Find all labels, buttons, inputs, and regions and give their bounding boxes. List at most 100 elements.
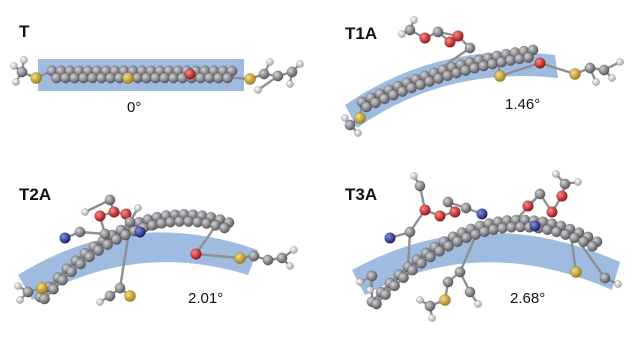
carbon-atom [66,267,76,277]
carbon-atom [210,220,220,230]
hydrogen-atom [266,58,273,65]
hydrogen-atom [552,170,559,177]
carbon-atom [407,265,417,275]
oxygen-atom [450,207,461,218]
carbon-atom [425,252,435,262]
hydrogen-atom [341,114,348,121]
oxygen-atom [109,207,120,218]
nitrogen-atom [135,227,146,238]
hydrogen-atom [410,16,417,23]
oxygen-atom [557,191,568,202]
oxygen-atom [95,211,106,222]
sulfur-atom [569,68,580,79]
oxygen-atom [185,69,196,80]
carbon-atom [263,255,273,265]
carbon-atom [57,275,67,285]
carbon-atom [93,245,103,255]
carbon-atom [542,224,552,234]
carbon-atom [102,239,112,249]
carbon-atom [75,227,85,237]
oxygen-atom [420,205,431,216]
sulfur-atom [234,252,245,263]
sulfur-atom [122,72,133,83]
carbon-atom [434,246,444,256]
hydrogen-atom [592,78,599,85]
sulfur-atom [30,72,41,83]
carbon-atom [273,71,283,81]
carbon-atom [443,277,453,287]
carbon-atom [478,61,488,71]
carbon-atom [75,259,85,269]
carbon-atom [259,69,269,79]
carbon-atom [469,63,479,73]
carbon-atom [380,289,390,299]
hydrogen-atom [574,178,581,185]
hydrogen-atom [14,282,21,289]
carbon-atom [398,273,408,283]
sulfur-atom [570,266,581,277]
hydrogen-atom [398,30,405,37]
angle-label-t3a: 2.68° [510,290,545,307]
carbon-atom [425,301,435,311]
carbon-atom [523,52,533,62]
panel-t3a [352,170,622,321]
carbon-atom [455,267,465,277]
hydrogen-atom [416,296,423,303]
carbon-atom [115,283,125,293]
oxygen-atom [435,211,446,222]
carbon-atom [147,220,157,230]
hydrogen-atom [16,296,23,303]
nitrogen-atom [385,233,396,244]
sulfur-atom [494,70,505,81]
hydrogen-atom [354,129,361,136]
oxygen-atom [547,207,558,218]
panel-t [10,56,303,93]
carbon-atom [389,281,399,291]
oxygen-atom [453,31,464,42]
carbon-atom [201,218,211,228]
carbon-atom [84,252,94,262]
carbon-atom [23,287,33,297]
nitrogen-atom [60,233,71,244]
carbon-atom [560,179,570,189]
carbon-atom [599,65,609,75]
carbon-atom [443,197,453,207]
carbon-atom [465,287,475,297]
carbon-atom [100,229,110,239]
hydrogen-atom [290,246,297,253]
oxygen-atom [535,58,546,69]
sulfur-atom [124,290,135,301]
carbon-atom [433,27,443,37]
carbon-atom [488,224,498,234]
hydrogen-atom [428,314,435,321]
carbon-atom [105,291,115,301]
panel-t1a [341,16,623,136]
carbon-atom [287,67,297,77]
carbon-atom [405,25,415,35]
nitrogen-atom [530,221,541,232]
sulfur-atom [439,294,450,305]
carbon-atom [222,73,232,83]
hydrogen-atom [616,58,623,65]
panel-t2a [14,195,297,306]
carbon-atom [367,271,377,281]
carbon-atom [460,65,470,75]
hydrogen-atom [608,74,615,81]
hydrogen-atom [614,280,621,287]
nitrogen-atom [477,209,488,220]
carbon-atom [587,241,597,251]
hydrogen-atom [10,62,17,69]
panel-label-t3a: T3A [345,185,377,205]
carbon-atom [156,218,166,228]
oxygen-atom [523,201,534,212]
oxygen-atom [420,33,431,44]
carbon-atom [600,273,610,283]
carbon-atom [461,203,471,213]
carbon-atom [192,217,202,227]
carbon-atom [496,57,506,67]
hydrogen-atom [366,286,373,293]
hydrogen-atom [134,204,141,211]
angle-label-t2a: 2.01° [188,290,223,307]
carbon-atom [371,299,381,309]
